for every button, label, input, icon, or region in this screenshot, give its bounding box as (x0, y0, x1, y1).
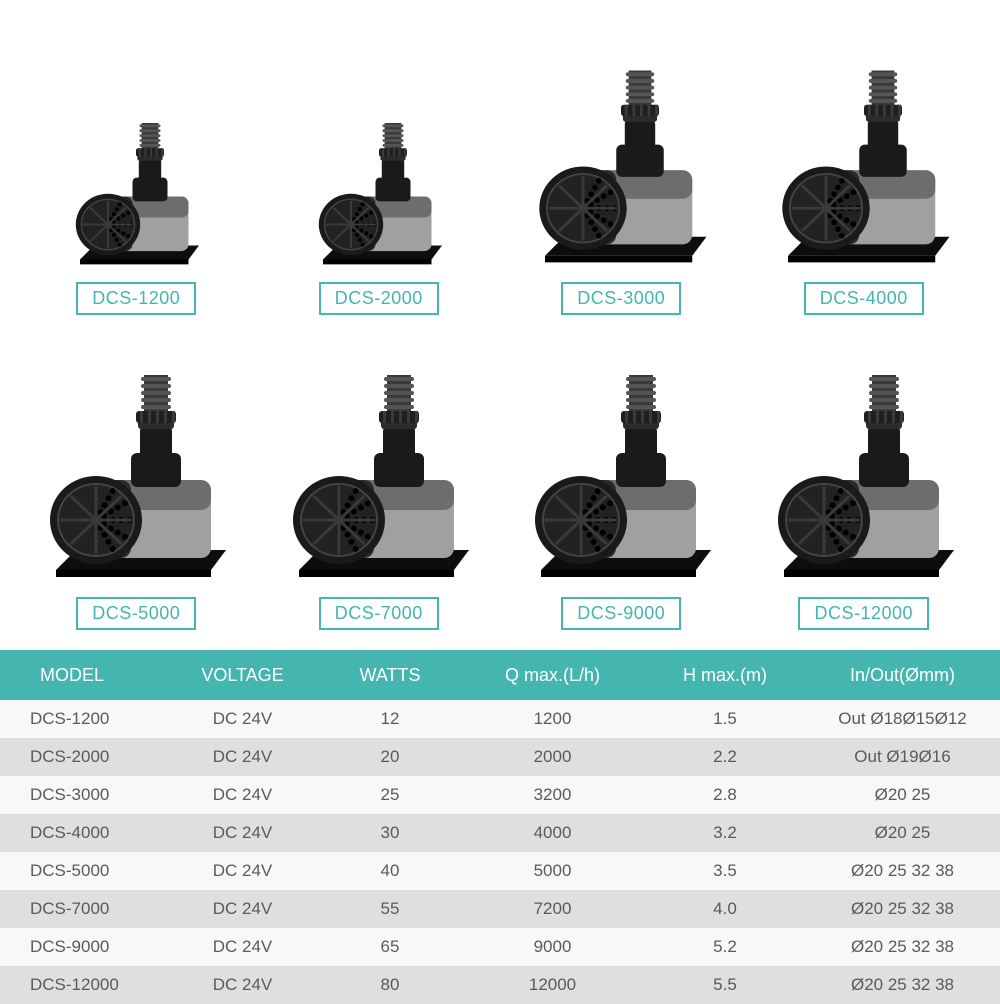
spec-cell: 65 (320, 937, 460, 957)
spec-cell: DCS-1200 (0, 709, 165, 729)
spec-cell: DC 24V (165, 861, 320, 881)
product-label: DCS-12000 (798, 597, 929, 630)
spec-cell: Ø20 25 32 38 (805, 975, 1000, 995)
table-row: DCS-9000DC 24V6590005.2Ø20 25 32 38 (0, 928, 1000, 966)
spec-cell: 1.5 (645, 709, 805, 729)
spec-cell: 12000 (460, 975, 645, 995)
spec-cell: DCS-7000 (0, 899, 165, 919)
spec-header-cell: In/Out(Ømm) (805, 665, 1000, 686)
spec-cell: 55 (320, 899, 460, 919)
spec-header-cell: Q max.(L/h) (460, 665, 645, 686)
spec-cell: 1200 (460, 709, 645, 729)
spec-cell: DCS-5000 (0, 861, 165, 881)
spec-cell: 2.8 (645, 785, 805, 805)
product-cell: DCS-7000 (263, 335, 496, 640)
spec-cell: Out Ø19Ø16 (805, 747, 1000, 767)
spec-cell: 7200 (460, 899, 645, 919)
spec-cell: DC 24V (165, 747, 320, 767)
spec-cell: 3.5 (645, 861, 805, 881)
spec-table-body: DCS-1200DC 24V1212001.5Out Ø18Ø15Ø12DCS-… (0, 700, 1000, 1004)
spec-table-header: MODELVOLTAGEWATTSQ max.(L/h)H max.(m)In/… (0, 650, 1000, 700)
pump-icon (526, 61, 716, 270)
spec-cell: 4.0 (645, 899, 805, 919)
spec-cell: DCS-9000 (0, 937, 165, 957)
pump-icon (66, 116, 206, 270)
spec-cell: DC 24V (165, 937, 320, 957)
product-label: DCS-4000 (804, 282, 924, 315)
spec-cell: DCS-12000 (0, 975, 165, 995)
spec-cell: 20 (320, 747, 460, 767)
spec-cell: 2000 (460, 747, 645, 767)
product-cell: DCS-9000 (505, 335, 738, 640)
product-cell: DCS-5000 (20, 335, 253, 640)
product-label: DCS-1200 (76, 282, 196, 315)
spec-cell: Out Ø18Ø15Ø12 (805, 709, 1000, 729)
product-label: DCS-9000 (561, 597, 681, 630)
spec-header-cell: VOLTAGE (165, 665, 320, 686)
spec-cell: 5000 (460, 861, 645, 881)
spec-cell: 3200 (460, 785, 645, 805)
pump-icon (521, 365, 721, 585)
table-row: DCS-4000DC 24V3040003.2Ø20 25 (0, 814, 1000, 852)
spec-cell: Ø20 25 (805, 785, 1000, 805)
table-row: DCS-3000DC 24V2532002.8Ø20 25 (0, 776, 1000, 814)
product-cell: DCS-3000 (505, 20, 738, 325)
spec-cell: 5.2 (645, 937, 805, 957)
spec-cell: DC 24V (165, 899, 320, 919)
product-label: DCS-2000 (319, 282, 439, 315)
spec-cell: DC 24V (165, 975, 320, 995)
spec-cell: DCS-3000 (0, 785, 165, 805)
product-cell: DCS-12000 (748, 335, 981, 640)
pump-icon (279, 365, 479, 585)
spec-cell: 4000 (460, 823, 645, 843)
pump-icon (769, 61, 959, 270)
table-row: DCS-5000DC 24V4050003.5Ø20 25 32 38 (0, 852, 1000, 890)
spec-cell: DCS-4000 (0, 823, 165, 843)
product-label: DCS-3000 (561, 282, 681, 315)
pump-icon (309, 116, 449, 270)
page: DCS-1200 DCS-2000 (0, 0, 1000, 1000)
product-label: DCS-5000 (76, 597, 196, 630)
spec-cell: 2.2 (645, 747, 805, 767)
spec-cell: 12 (320, 709, 460, 729)
table-row: DCS-7000DC 24V5572004.0Ø20 25 32 38 (0, 890, 1000, 928)
spec-cell: Ø20 25 32 38 (805, 861, 1000, 881)
spec-table: MODELVOLTAGEWATTSQ max.(L/h)H max.(m)In/… (0, 650, 1000, 1004)
product-cell: DCS-4000 (748, 20, 981, 325)
spec-cell: Ø20 25 32 38 (805, 899, 1000, 919)
spec-cell: DC 24V (165, 785, 320, 805)
spec-cell: 30 (320, 823, 460, 843)
product-label: DCS-7000 (319, 597, 439, 630)
table-row: DCS-12000DC 24V80120005.5Ø20 25 32 38 (0, 966, 1000, 1004)
product-grid: DCS-1200 DCS-2000 (0, 0, 1000, 640)
spec-cell: 3.2 (645, 823, 805, 843)
spec-header-cell: MODEL (0, 665, 165, 686)
spec-cell: Ø20 25 32 38 (805, 937, 1000, 957)
table-row: DCS-2000DC 24V2020002.2Out Ø19Ø16 (0, 738, 1000, 776)
table-row: DCS-1200DC 24V1212001.5Out Ø18Ø15Ø12 (0, 700, 1000, 738)
spec-cell: 9000 (460, 937, 645, 957)
spec-cell: DC 24V (165, 823, 320, 843)
pump-icon (764, 365, 964, 585)
spec-cell: Ø20 25 (805, 823, 1000, 843)
spec-cell: DCS-2000 (0, 747, 165, 767)
spec-cell: 40 (320, 861, 460, 881)
product-cell: DCS-2000 (263, 20, 496, 325)
spec-cell: 5.5 (645, 975, 805, 995)
pump-icon (36, 365, 236, 585)
spec-cell: 25 (320, 785, 460, 805)
spec-cell: DC 24V (165, 709, 320, 729)
spec-header-cell: H max.(m) (645, 665, 805, 686)
product-cell: DCS-1200 (20, 20, 253, 325)
spec-header-cell: WATTS (320, 665, 460, 686)
spec-cell: 80 (320, 975, 460, 995)
